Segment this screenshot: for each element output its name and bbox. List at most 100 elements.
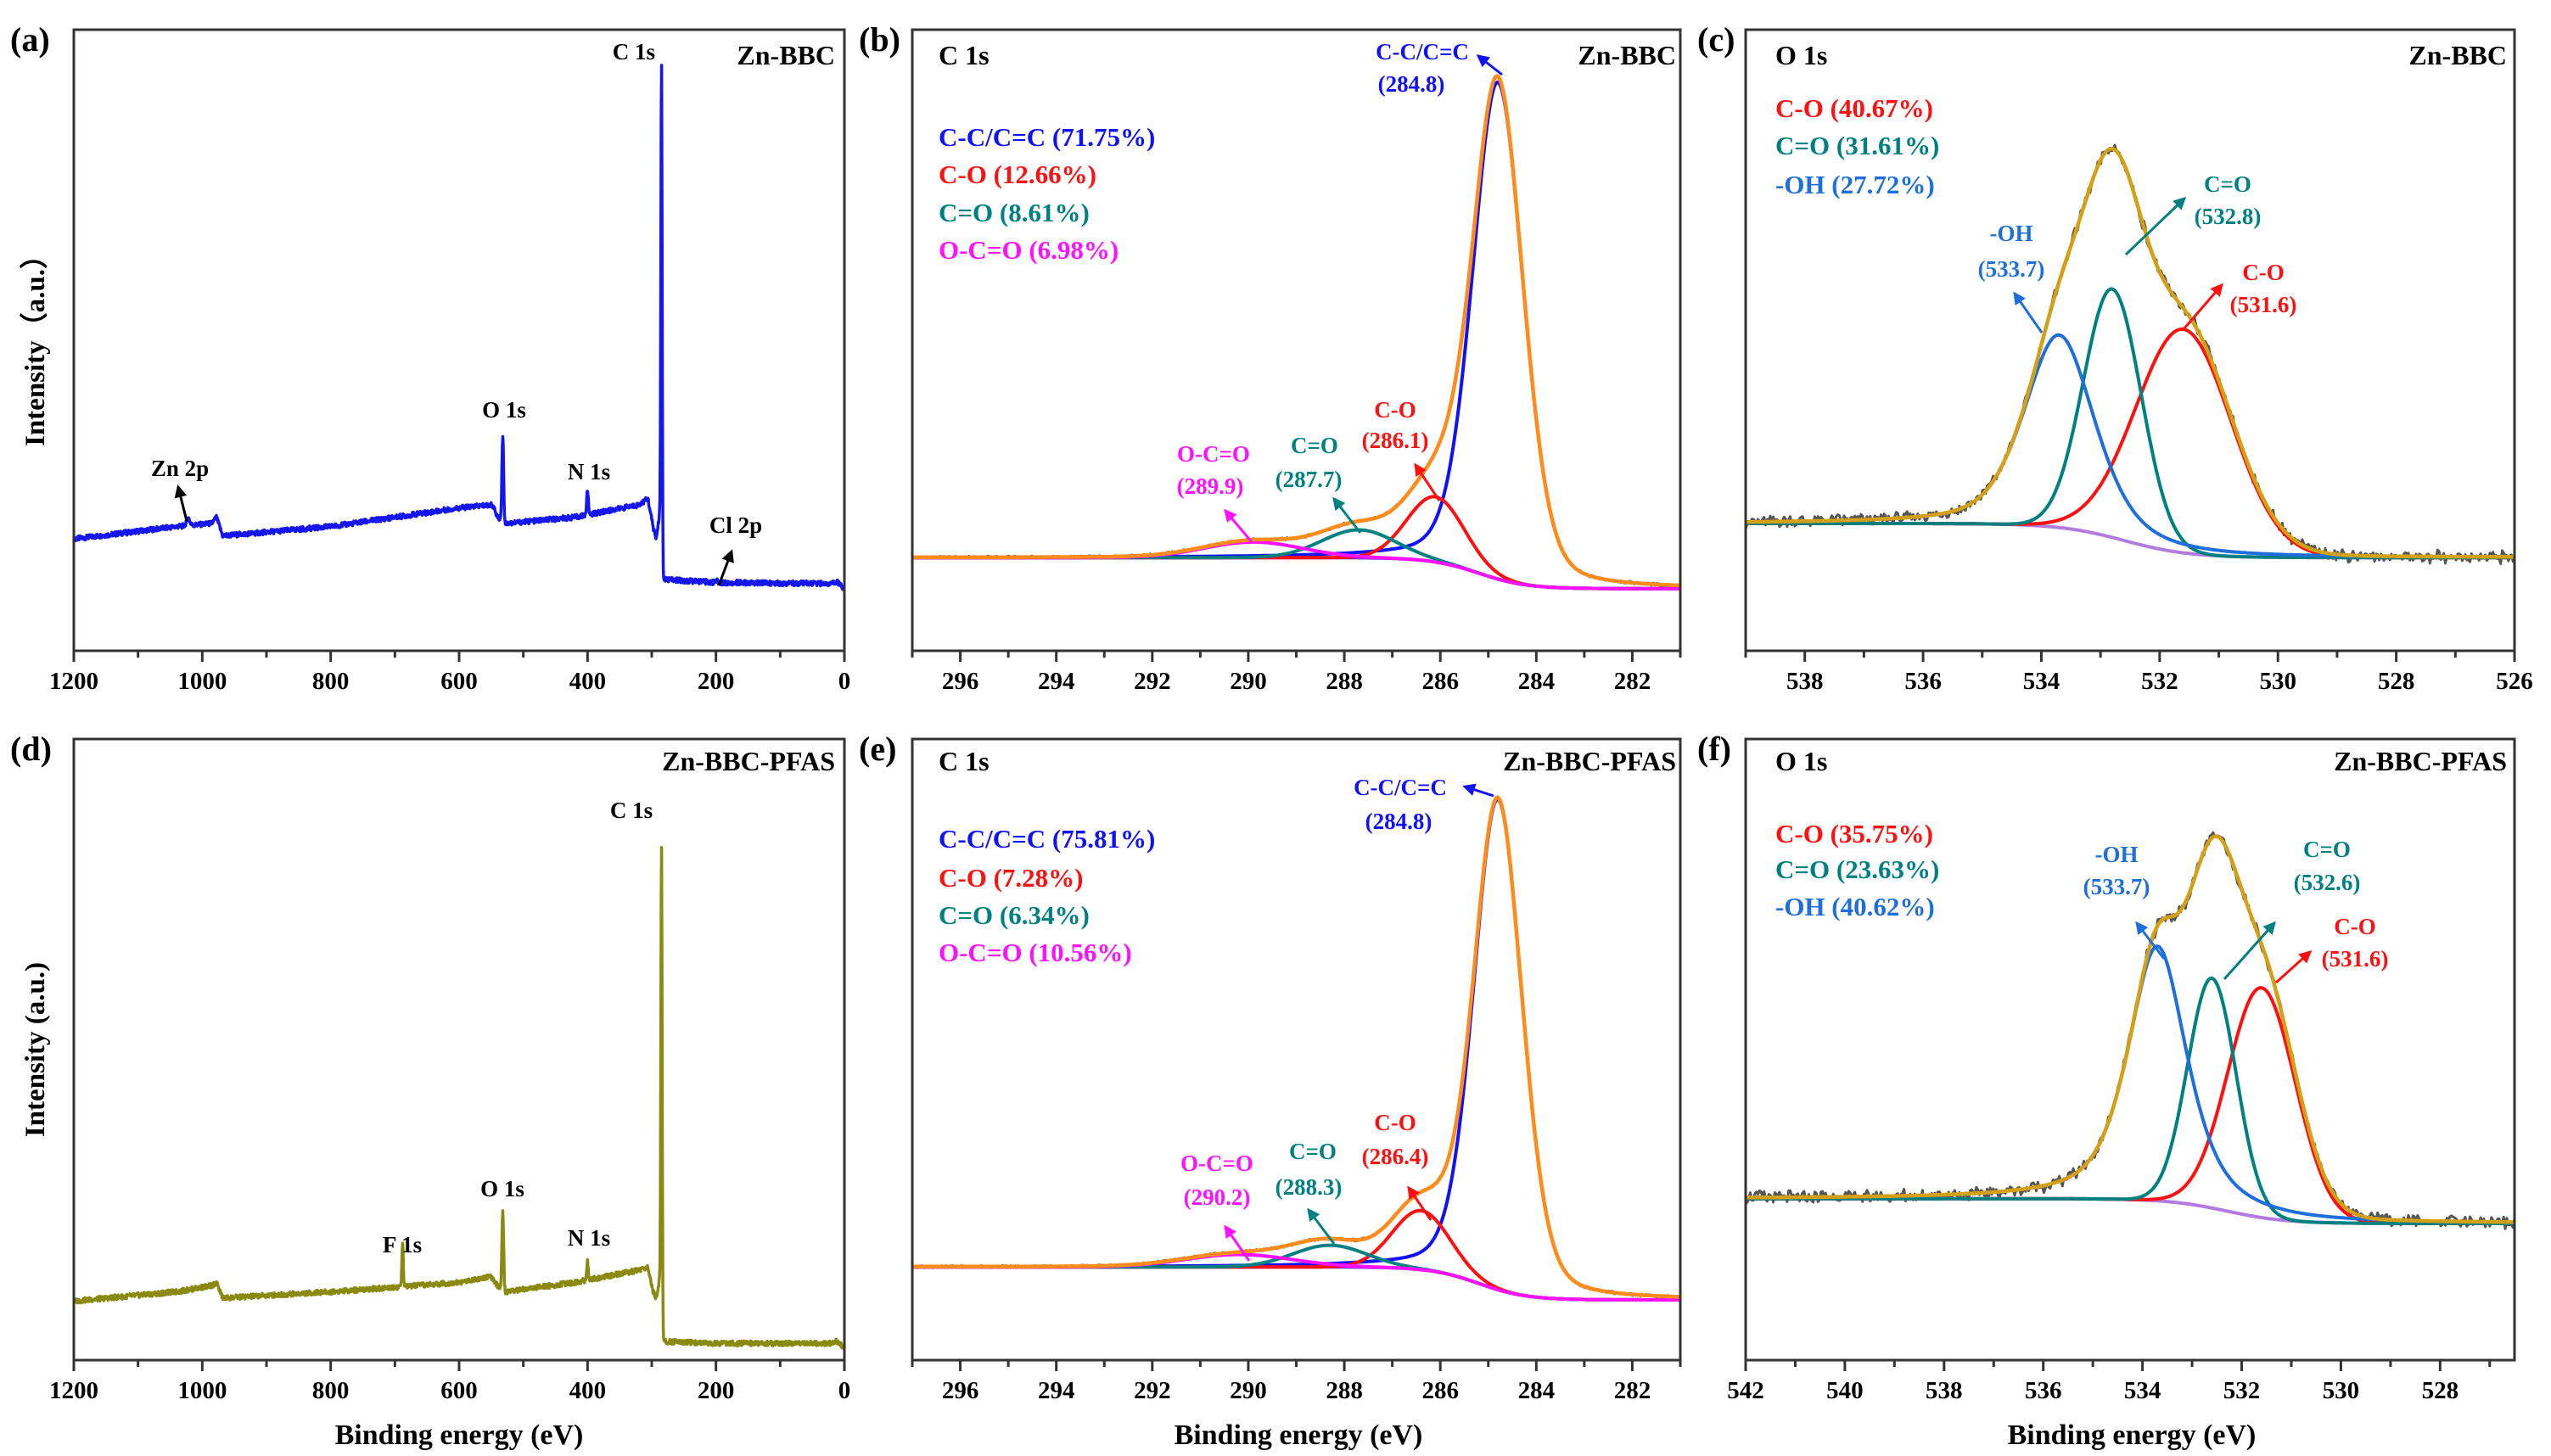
legend-cc: C-C/C=C (71.75%) <box>939 122 1155 152</box>
legend-c-double-o: C=O (8.61%) <box>939 198 1090 227</box>
annotation-c-double-o: C=O <box>1289 1139 1337 1164</box>
annotation-co: C-O <box>1374 1110 1416 1135</box>
x-tick-label: 286 <box>1421 668 1459 695</box>
panel-a: (a) Zn-BBC Intensity（a.u.） C 1s O 1s N 1… <box>10 20 835 586</box>
x-tick-label: 400 <box>569 668 607 695</box>
component-o-c-o-line <box>911 540 1681 591</box>
annotation-c-double-o-position: (532.8) <box>2195 204 2262 229</box>
region-label: C 1s <box>939 746 990 776</box>
x-tick-label: 1200 <box>49 668 98 695</box>
annotation-oh: -OH <box>2095 842 2139 867</box>
annotation-oh: -OH <box>1990 221 2033 246</box>
x-tick-label: 528 <box>2422 1377 2459 1404</box>
annotation-cc: C-C/C=C <box>1376 39 1469 64</box>
plot-frame <box>1744 737 2516 1362</box>
x-tick-label: 282 <box>1614 1377 1651 1404</box>
background-line <box>1745 521 2515 560</box>
sample-name: Zn-BBC-PFAS <box>2334 746 2507 776</box>
envelope-fit-line <box>1745 146 2515 559</box>
plot-layer: 1200 1000 800 600 400 200 0 296 294 292 290 288 286 2… <box>49 28 2533 1404</box>
x-tick-label: 600 <box>440 668 478 695</box>
background-line <box>911 556 1681 591</box>
legend-c-double-o: C=O (6.34%) <box>939 900 1090 930</box>
raw-data-line <box>1744 143 2516 565</box>
x-tick-label: 400 <box>569 1377 607 1404</box>
legend-oh: -OH (27.72%) <box>1775 170 1935 199</box>
arrow-icon <box>174 484 188 522</box>
x-tick-label: 0 <box>838 1377 851 1404</box>
legend-co: C-O (35.75%) <box>1775 819 1933 848</box>
panel-letter: (b) <box>859 20 900 59</box>
panel-f: (f) O 1s Zn-BBC-PFAS Binding energy (eV)… <box>1697 730 2507 1451</box>
sample-name: Zn-BBC-PFAS <box>1503 746 1676 776</box>
arrow-icon <box>2135 921 2166 960</box>
x-tick-label: 540 <box>1826 1377 1864 1404</box>
peak-label-n1s: N 1s <box>568 1225 610 1251</box>
panel-b: (b) C 1s Zn-BBC C-C/C=C (71.75%) C-O (12… <box>859 20 1676 544</box>
plot-c: 538 536 534 532 530 528 526 <box>1744 28 2533 695</box>
component-c-o-line <box>911 1208 1681 1302</box>
region-label: C 1s <box>939 40 990 70</box>
plot-a: 1200 1000 800 600 400 200 0 <box>49 28 850 695</box>
x-axis-label: Binding energy (eV) <box>1175 1420 1423 1451</box>
x-tick-label: 290 <box>1230 1377 1267 1404</box>
component--oh-line <box>1745 944 2515 1224</box>
annotation-c-double-o: C=O <box>1291 433 1338 458</box>
legend-ocdo: O-C=O (10.56%) <box>939 938 1132 967</box>
peak-label-o1s: O 1s <box>480 1176 524 1201</box>
x-tick-label: 290 <box>1230 668 1267 695</box>
panel-e: (e) C 1s Zn-BBC-PFAS Binding energy (eV)… <box>859 730 1676 1451</box>
annotation-ocdo: O-C=O <box>1177 441 1250 467</box>
plot-e: 296 294 292 290 288 286 284 282 <box>911 737 1682 1404</box>
annotation-c-double-o-position: (287.7) <box>1276 467 1343 492</box>
x-tick-label: 536 <box>2025 1377 2062 1404</box>
survey-spectrum-line <box>72 846 846 1350</box>
x-tick-label: 282 <box>1614 668 1651 695</box>
y-axis-label: Intensity（a.u.） <box>20 241 51 446</box>
annotation-oh-position: (533.7) <box>1978 256 2045 282</box>
region-label: O 1s <box>1775 746 1827 776</box>
arrow-icon <box>1307 1207 1336 1245</box>
arrow-icon <box>2013 291 2044 333</box>
peak-label-c1s: C 1s <box>610 798 653 823</box>
legend-c-double-o: C=O (31.61%) <box>1775 131 1939 160</box>
annotation-cc-position: (284.8) <box>1378 71 1445 97</box>
x-tick-label: 1000 <box>177 1377 227 1404</box>
plot-frame <box>1744 28 2516 652</box>
sample-name: Zn-BBC <box>737 40 835 70</box>
x-axis-label: Binding energy (eV) <box>335 1420 584 1451</box>
x-tick-label: 288 <box>1326 668 1363 695</box>
peak-label-cl2p: Cl 2p <box>709 512 762 538</box>
x-tick-label: 294 <box>1038 668 1075 695</box>
annotation-co: C-O <box>2334 914 2376 939</box>
survey-spectrum-line <box>72 64 846 591</box>
x-tick-label: 538 <box>1926 1377 1963 1404</box>
envelope-fit-line <box>1745 834 2515 1224</box>
region-label: O 1s <box>1775 40 1827 70</box>
arrow-icon <box>1224 1224 1251 1262</box>
arrow-icon <box>1476 54 1503 76</box>
peak-label-f1s: F 1s <box>383 1232 422 1257</box>
panel-c: (c) O 1s Zn-BBC C-O (40.67%) C=O (31.61%… <box>1697 20 2507 333</box>
peak-label-c1s: C 1s <box>613 39 655 64</box>
arrow-icon <box>2124 196 2187 256</box>
annotation-cc-position: (284.8) <box>1365 809 1432 834</box>
panel-letter: (a) <box>10 20 50 59</box>
arrow-icon <box>1414 462 1441 501</box>
x-tick-label: 538 <box>1786 668 1824 695</box>
annotation-ocdo: O-C=O <box>1180 1151 1253 1176</box>
sample-name: Zn-BBC <box>1578 40 1676 70</box>
annotation-c-double-o: C=O <box>2303 837 2351 862</box>
x-tick-label: 296 <box>942 668 979 695</box>
annotation-co-position: (531.6) <box>2322 946 2389 972</box>
arrow-icon <box>717 549 734 586</box>
peak-label-o1s: O 1s <box>482 397 526 423</box>
arrow-icon <box>2182 283 2223 330</box>
legend-co: C-O (7.28%) <box>939 863 1083 893</box>
x-tick-label: 200 <box>698 668 735 695</box>
raw-data-line <box>911 75 1681 588</box>
x-tick-label: 600 <box>440 1377 478 1404</box>
panel-d: (d) Zn-BBC-PFAS Intensity (a.u.) Binding… <box>10 730 835 1451</box>
component-c-c-c-c-line <box>911 80 1681 587</box>
x-tick-label: 800 <box>312 1377 350 1404</box>
